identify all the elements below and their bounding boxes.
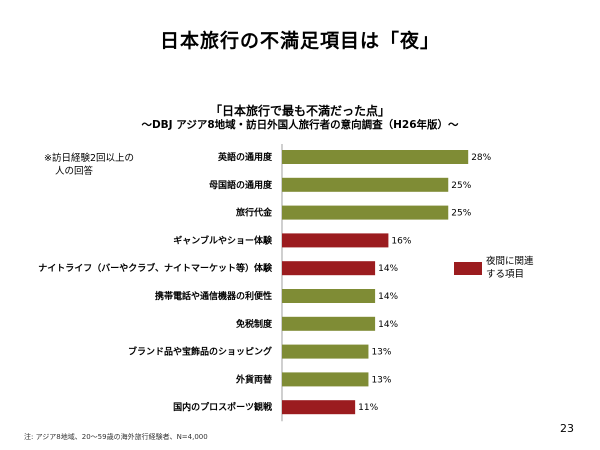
value-label: 16% <box>391 236 411 246</box>
value-label: 13% <box>371 348 391 358</box>
bar <box>282 177 449 192</box>
legend-label: 夜間に関連 する項目 <box>486 255 566 281</box>
bar <box>282 150 469 164</box>
bar <box>282 372 369 387</box>
legend-swatch-night <box>454 262 482 275</box>
page-number: 23 <box>560 422 574 435</box>
legend: 夜間に関連 する項目 <box>454 255 574 285</box>
value-label: 14% <box>378 320 398 330</box>
value-label: 14% <box>378 292 398 302</box>
category-label: 国内のプロスポーツ観戦 <box>173 401 273 413</box>
legend-label-line: 夜間に関連 <box>486 256 534 267</box>
bar <box>282 289 376 303</box>
category-label: ブランド品や宝飾品のショッピング <box>128 346 272 358</box>
bar-chart: 英語の通用度 28% 母国語の通用度 25% 旅行代金 25% ギャンブルやショー体験 16%… <box>38 144 492 422</box>
category-label: 母国語の通用度 <box>209 179 273 191</box>
bar <box>282 316 376 331</box>
respondent-note-line: 人の回答 <box>55 166 94 177</box>
value-label: 13% <box>371 375 391 385</box>
chart-subtitle: 「日本旅行で最も不満だった点」 <box>209 104 390 118</box>
category-label: 旅行代金 <box>236 207 273 219</box>
category-label: 携帯電話や通信機器の利便性 <box>155 290 272 302</box>
bar <box>282 400 356 415</box>
bar <box>282 233 389 248</box>
respondent-note: ※訪日経験2回以上の 人の回答 <box>44 152 194 178</box>
footnote: 注: アジア8地域、20～59歳の海外旅行経験者、N=4,000 <box>24 433 208 441</box>
category-label: 英語の通用度 <box>217 151 273 163</box>
bar <box>282 261 376 276</box>
bar <box>282 205 449 220</box>
survey-source-subtitle: ～DBJ アジア8地域・訪日外国人旅行者の意向調査（H26年版）～ <box>141 119 459 131</box>
value-label: 14% <box>378 264 398 274</box>
value-label: 25% <box>451 209 471 219</box>
category-label: ギャンブルやショー体験 <box>173 234 273 246</box>
value-label: 28% <box>471 153 491 163</box>
page-title: 日本旅行の不満足項目は「夜」 <box>159 30 440 52</box>
category-label: 外貨両替 <box>235 373 273 385</box>
value-label: 25% <box>451 181 471 191</box>
legend-label-line: する項目 <box>486 269 525 280</box>
category-label: ナイトライフ（バーやクラブ、ナイトマーケット等）体験 <box>38 262 273 274</box>
category-label: 免税制度 <box>236 318 273 330</box>
value-label: 11% <box>358 403 378 413</box>
bar <box>282 344 369 359</box>
respondent-note-line: ※訪日経験2回以上の <box>44 153 135 164</box>
